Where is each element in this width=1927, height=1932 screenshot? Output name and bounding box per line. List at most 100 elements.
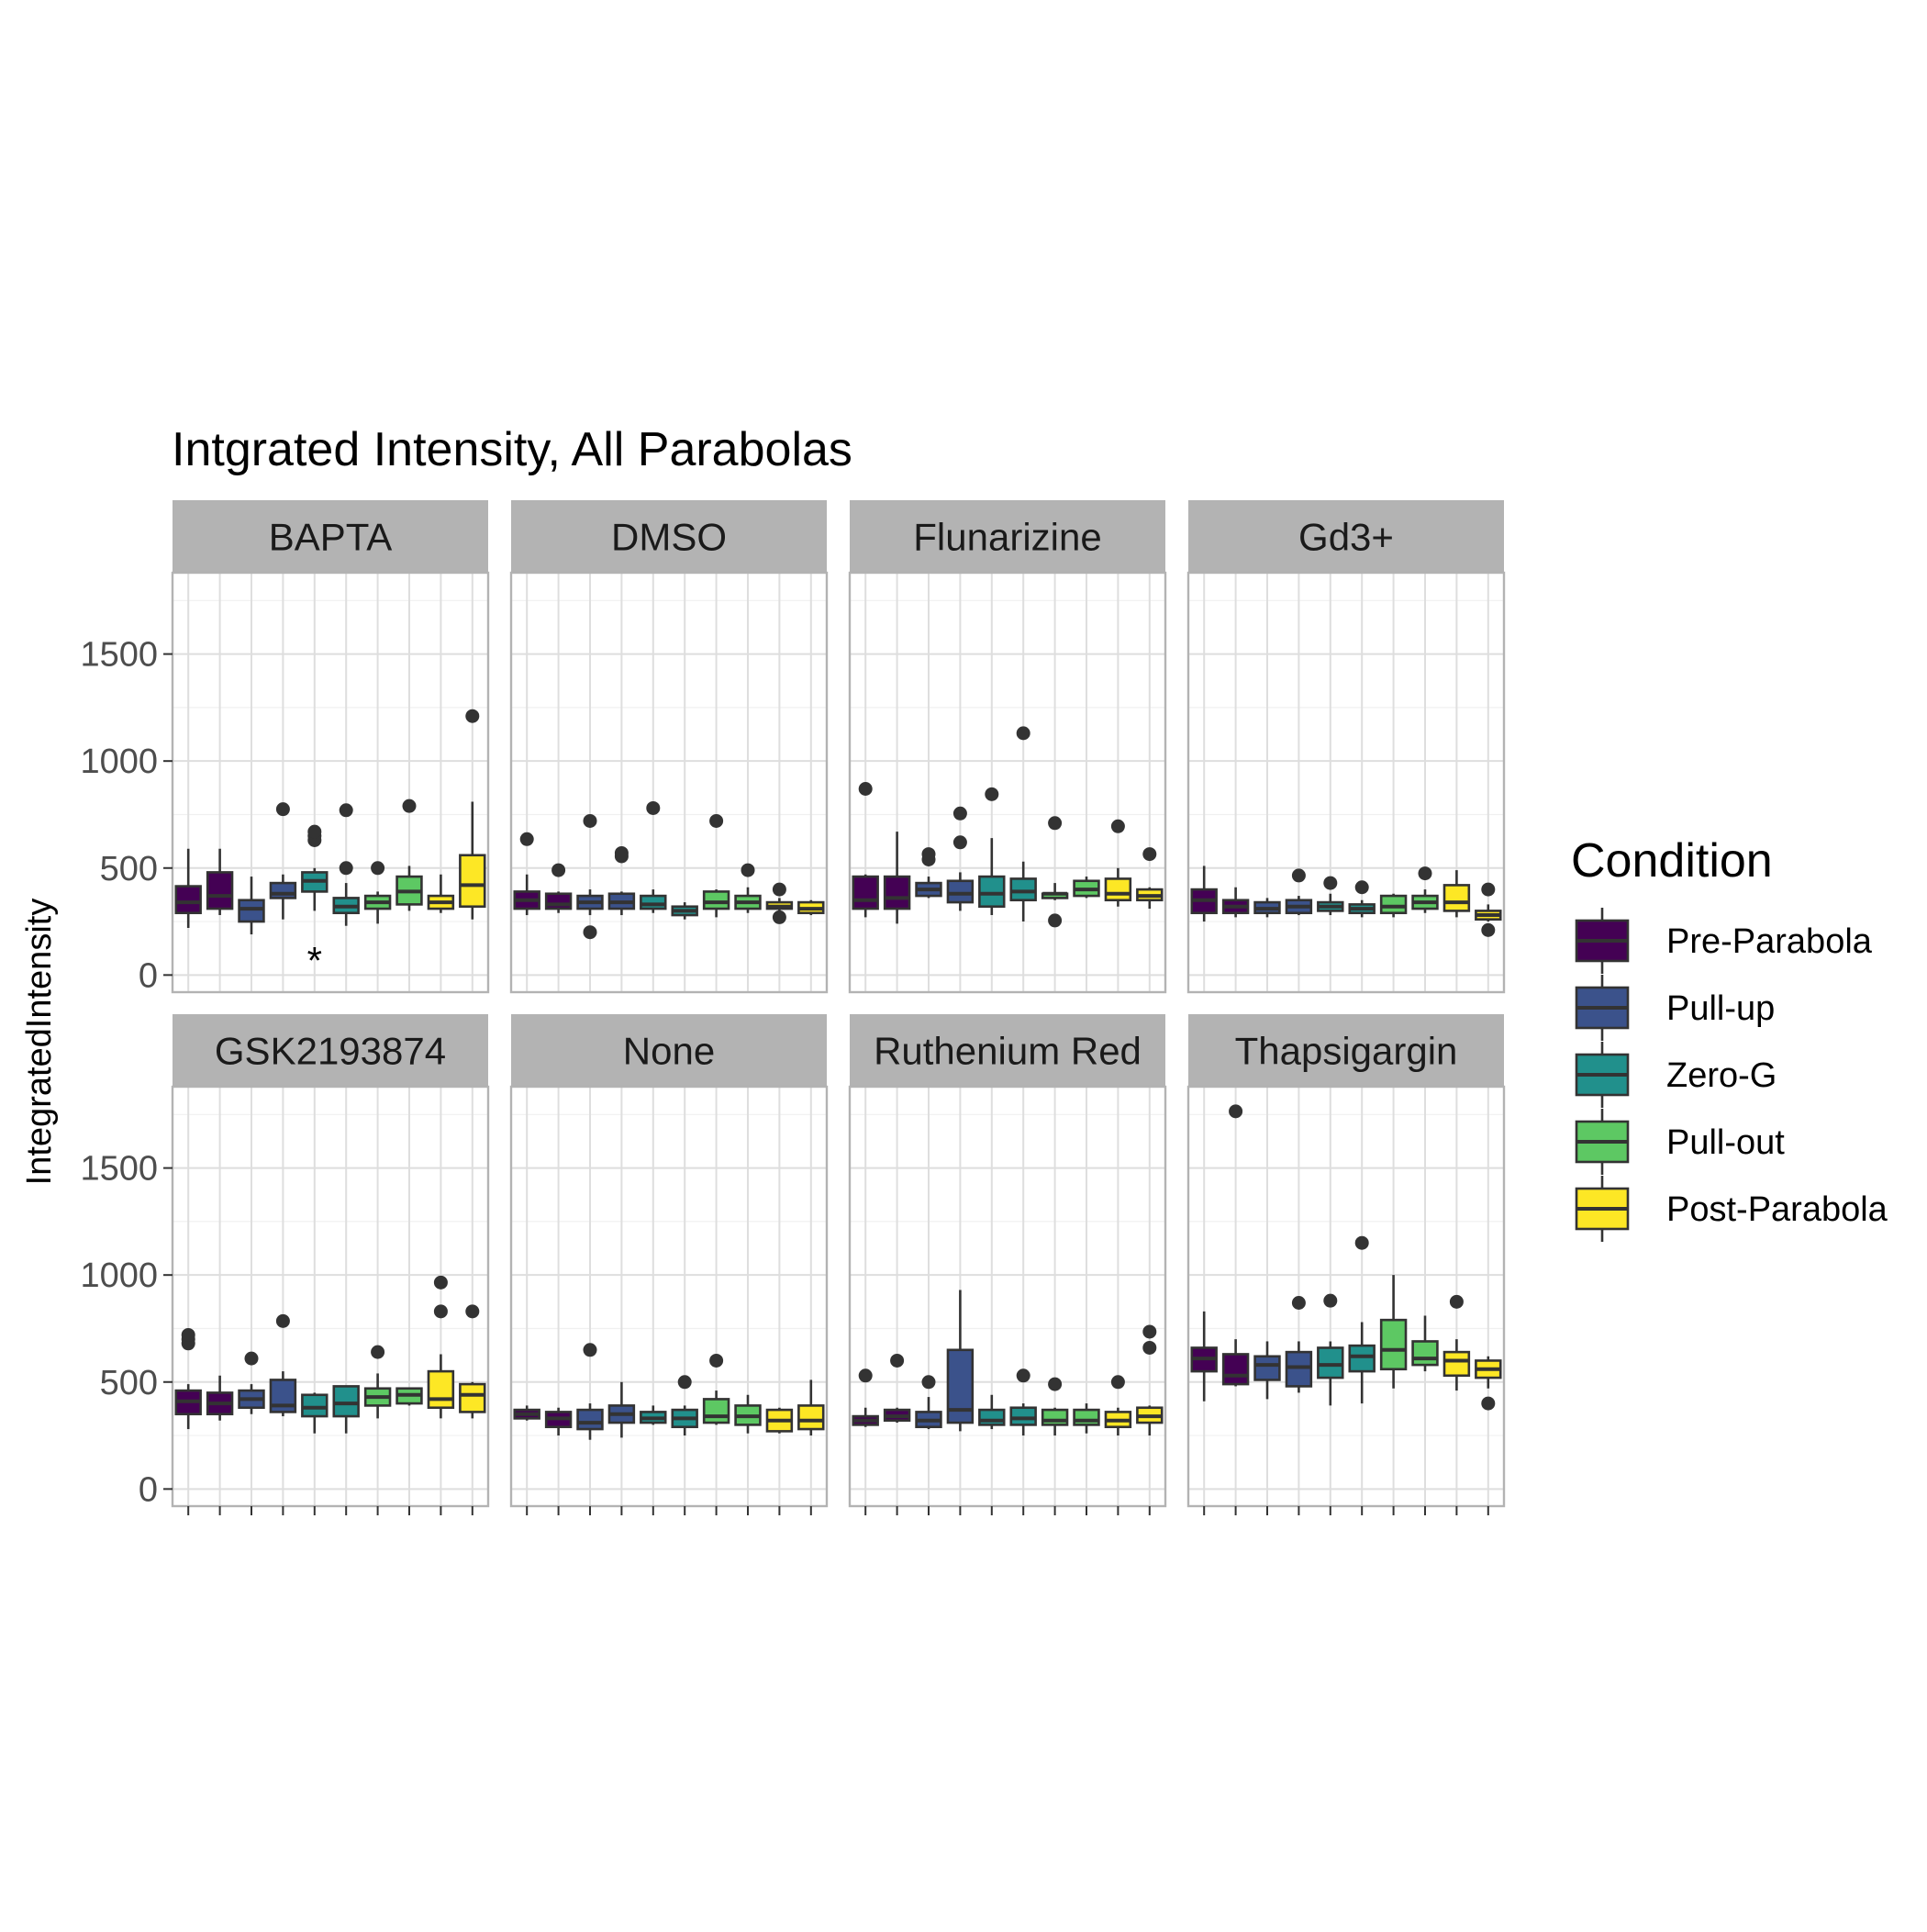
- outlier-point: [244, 1351, 259, 1366]
- panels-layer: BAPTA * 0 500 1000 1500 DMSO Flunarizine Gd3+ GSK…: [80, 500, 1506, 1515]
- panel-border: [848, 571, 1167, 994]
- box-pull-up: [946, 806, 975, 911]
- outlier-point: [858, 1368, 873, 1383]
- iqr-box: [238, 899, 265, 923]
- box-pre-parabola: [852, 1368, 879, 1427]
- outlier-point: [371, 861, 385, 876]
- iqr-box: [459, 1382, 486, 1413]
- legend-item-pull-out: Pull-out: [1575, 1109, 1785, 1175]
- panel-background: [511, 573, 827, 992]
- facet-strip-label: Ruthenium Red: [874, 1030, 1142, 1073]
- facet-strip-label: Thapsigargin: [1235, 1030, 1458, 1073]
- box-pull-out: [363, 861, 392, 924]
- facet-strip: [511, 1014, 827, 1087]
- box-zero-g: [301, 824, 329, 911]
- facet-strip: [1188, 1014, 1504, 1087]
- iqr-box: [946, 1348, 975, 1424]
- panel-background: [850, 1087, 1165, 1506]
- iqr-box: [1379, 894, 1408, 915]
- box-post-parabola: [1475, 882, 1502, 937]
- panel-border: [171, 571, 490, 994]
- box-post-parabola: [765, 882, 794, 924]
- iqr-box: [576, 1408, 604, 1431]
- box-pre-parabola: [206, 1375, 234, 1421]
- iqr-box: [1253, 1355, 1281, 1381]
- facet-strip-label: BAPTA: [269, 516, 393, 559]
- legend-item-pull-up: Pull-up: [1575, 975, 1775, 1041]
- facet-panel-none: None: [509, 1014, 829, 1515]
- box-zero-g: [301, 1392, 329, 1434]
- box-pull-up: [238, 1351, 265, 1414]
- facet-strip-label: None: [623, 1030, 715, 1073]
- box-post-parabola: [797, 1379, 825, 1436]
- panel-background: [1188, 573, 1504, 992]
- panel-background: [173, 573, 488, 992]
- outlier-point: [646, 800, 661, 815]
- box-post-parabola: [797, 899, 825, 916]
- outlier-point: [890, 1353, 905, 1368]
- outlier-point: [1110, 819, 1125, 833]
- iqr-box: [1317, 1346, 1344, 1379]
- legend: Pre-Parabola Pull-up Zero-G Pull-out Post-Pa…: [1575, 908, 1888, 1242]
- facet-strip: [850, 1014, 1165, 1087]
- iqr-box: [459, 854, 486, 909]
- box-zero-g: [1009, 726, 1037, 922]
- box-post-parabola: [1136, 847, 1164, 910]
- box-pre-parabola: [513, 832, 540, 916]
- box-pre-parabola: [174, 848, 202, 929]
- iqr-box: [978, 1408, 1006, 1426]
- y-tick-label: 1500: [80, 636, 158, 675]
- box-pull-out: [395, 1387, 423, 1406]
- box-pull-up: [1253, 1341, 1281, 1400]
- legend-item-zero-g: Zero-G: [1575, 1042, 1777, 1108]
- outlier-point: [1048, 1377, 1063, 1391]
- box-pull-out: [734, 1394, 762, 1434]
- outlier-point: [551, 863, 566, 877]
- box-pull-out: [395, 798, 423, 911]
- iqr-box: [883, 875, 911, 910]
- panel-border: [509, 571, 829, 994]
- box-pull-up: [269, 802, 297, 920]
- outlier-point: [1291, 1295, 1306, 1310]
- box-zero-g: [1317, 1293, 1344, 1406]
- outlier-point: [1110, 1375, 1125, 1390]
- legend-label: Zero-G: [1666, 1056, 1777, 1095]
- box-pull-out: [1041, 816, 1069, 928]
- outlier-point: [1142, 1324, 1157, 1339]
- iqr-box: [1379, 1318, 1408, 1371]
- box-zero-g: [1348, 880, 1376, 918]
- box-pull-up: [607, 845, 636, 916]
- box-pull-up: [915, 847, 942, 899]
- facet-strip: [173, 1014, 488, 1087]
- facet-strip: [511, 500, 827, 573]
- panel-border: [509, 1085, 829, 1508]
- outlier-point: [1229, 1104, 1243, 1119]
- box-zero-g: [332, 803, 360, 926]
- box-pull-up: [576, 1343, 604, 1440]
- panel-background: [850, 573, 1165, 992]
- iqr-box: [1041, 1408, 1069, 1426]
- box-pull-up: [1253, 898, 1281, 918]
- facet-strip-label: GSK2193874: [215, 1030, 446, 1073]
- box-pull-out: [734, 863, 762, 913]
- iqr-box: [1104, 877, 1132, 902]
- box-pull-out: [1411, 866, 1439, 913]
- y-tick-label: 0: [139, 956, 158, 995]
- iqr-box: [174, 885, 202, 915]
- legend-title: Condition: [1571, 834, 1773, 888]
- iqr-box: [1285, 1350, 1313, 1388]
- iqr-box: [1009, 877, 1037, 902]
- box-post-parabola: [1475, 1356, 1502, 1411]
- outlier-point: [339, 803, 353, 818]
- box-pull-up: [1285, 1295, 1313, 1393]
- box-pull-up: [607, 1381, 636, 1438]
- box-pre-parabola: [852, 781, 879, 918]
- outlier-point: [1354, 880, 1369, 895]
- iqr-box: [1073, 1408, 1100, 1426]
- outlier-point: [371, 1345, 385, 1359]
- box-zero-g: [640, 800, 667, 913]
- box-pull-out: [1411, 1315, 1439, 1372]
- box-zero-g: [1317, 876, 1344, 916]
- outlier-point: [921, 847, 936, 862]
